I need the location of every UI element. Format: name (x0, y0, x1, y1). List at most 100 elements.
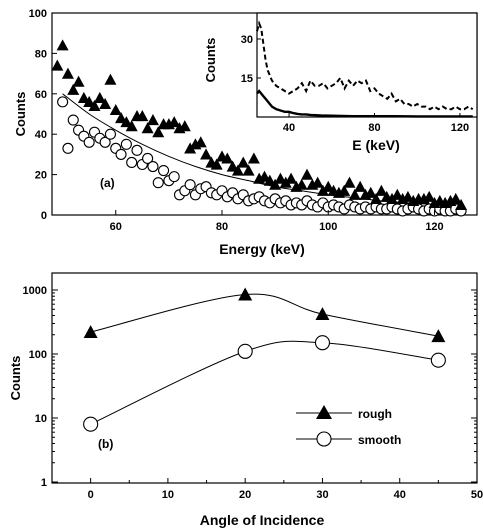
panel-b-xtick-label: 20 (239, 489, 251, 501)
panel-a-triangle-point (242, 164, 255, 176)
inset-axes: 40 80 120 15 30 (241, 34, 469, 134)
panel-a-xtick-label: 120 (425, 221, 443, 233)
panel-a-triangle-point (221, 152, 234, 164)
panel-a-triangle-point (449, 192, 462, 204)
panel-b-ytick-label: 100 (29, 349, 47, 361)
inset-xtick-label: 80 (368, 122, 380, 134)
panel-a-triangle-point (301, 168, 313, 180)
inset-dashed-line (256, 20, 474, 111)
inset-xtick-label: 120 (451, 122, 469, 134)
panel-b-smooth-line (90, 340, 439, 425)
panel-a-triangle-point (210, 158, 223, 170)
panel-a-triangle-point (56, 39, 69, 51)
panel-a-triangle-point (141, 122, 154, 134)
panel-a-xtick-label: 60 (110, 221, 122, 233)
panel-a-triangle-point (99, 97, 112, 109)
panel-b-rough-point (315, 307, 330, 321)
panel-a-circle-point (168, 171, 180, 183)
legend-smooth-label: smooth (358, 433, 401, 447)
panel-a-triangle-point (386, 192, 398, 204)
inset: 40 80 120 15 30 Counts E (keV) (203, 12, 478, 153)
panel-a-series (51, 39, 468, 217)
panel-b-xlabel: Angle of Incidence (200, 512, 325, 528)
panel-a-triangle-point (269, 178, 282, 190)
panel-b-series (83, 287, 446, 432)
panel-a-label: (a) (100, 176, 115, 190)
panel-a-triangle-point (67, 83, 80, 95)
panel-a-circle-point (104, 128, 116, 140)
legend-rough-label: rough (358, 407, 392, 421)
panel-b-axes: 0 10 20 30 40 50 1 10 100 1000 (23, 285, 483, 501)
panel-a-ytick-label: 80 (35, 48, 47, 60)
panel-b-smooth-point (83, 416, 99, 432)
panel-b-label: (b) (98, 437, 113, 451)
panel-a-triangle-point (168, 116, 181, 128)
panel-b-xtick-label: 50 (471, 489, 483, 501)
panel-b-ytick-label: 10 (35, 413, 47, 425)
panel-a-triangle-point (72, 75, 85, 87)
panel-a-circle-point (131, 144, 143, 156)
panel-a-triangle-point (237, 156, 250, 168)
panel-a-circle-point (57, 96, 69, 108)
panel-a-triangle-point (104, 73, 117, 85)
panel-a-triangle-point (51, 59, 64, 71)
inset-solid-line (256, 89, 473, 118)
panel-a-triangle-point (343, 176, 356, 188)
inset-xtick-label: 40 (283, 122, 295, 134)
panel-a-circle-point (83, 136, 95, 148)
panel-b-xtick-label: 40 (394, 489, 406, 501)
panel-a-triangle-point (375, 184, 388, 196)
inset-xlabel: E (keV) (352, 137, 399, 153)
panel-a-ytick-label: 60 (35, 89, 47, 101)
panel-a-circle-point (184, 179, 196, 191)
panel-a-circle-point (142, 152, 154, 164)
panel-a-triangle-point (370, 192, 383, 204)
panel-a-ytick-label: 20 (35, 170, 47, 182)
panel-a-triangle-point (178, 120, 191, 132)
panel-a-triangle-point (348, 188, 361, 200)
inset-ytick-label: 30 (241, 34, 253, 46)
panel-a-triangle-point (316, 184, 329, 196)
legend-smooth-marker (316, 431, 332, 447)
panel-a-ytick-label: 40 (35, 129, 47, 141)
panel-a-ytick-label: 0 (41, 210, 47, 222)
panel-a-triangle-point (61, 67, 74, 79)
panel-b-xtick-label: 30 (316, 489, 328, 501)
panel-a-triangle-point (455, 198, 468, 210)
panel-b-smooth-point (237, 343, 253, 359)
panel-a-triangle-point (295, 178, 308, 190)
panel-b-rough-point (431, 329, 446, 343)
panel-a-xtick-label: 80 (216, 221, 228, 233)
panel-a-circle-point (158, 165, 170, 177)
panel-a-circle-point (67, 114, 79, 126)
panel-b-frame (51, 272, 478, 484)
panel-b-ytick-label: 1 (41, 477, 47, 489)
panel-a-axes: 60 80 100 120 0 20 40 60 80 100 (29, 8, 444, 233)
panel-a-triangle-point (125, 120, 138, 132)
panel-a-circle-point (152, 177, 164, 189)
inset-ytick-label: 15 (241, 73, 253, 85)
panel-a-xtick-label: 100 (319, 221, 337, 233)
panel-a-circle-point (99, 136, 111, 148)
panel-b-ylabel: Counts (8, 356, 23, 401)
panel-a-triangle-point (364, 186, 377, 198)
panel-a-triangle-point (311, 176, 324, 188)
panel-a-triangle-point (354, 180, 367, 192)
panel-b-rough-line (90, 293, 439, 337)
legend: rough smooth (296, 405, 401, 447)
panel-a-circle-point (120, 138, 132, 150)
panel-a-circle-point (115, 148, 127, 160)
panel-b: 0 10 20 30 40 50 1 10 100 1000 (b) Angle of Incid… (8, 272, 483, 528)
panel-a-ytick-label: 100 (29, 8, 47, 20)
panel-a-triangle-point (152, 126, 165, 138)
panel-b-ytick-label: 1000 (23, 285, 47, 297)
panel-a-triangle-point (285, 172, 298, 184)
panel-a-circle-point (147, 160, 159, 173)
inset-series (256, 20, 474, 118)
panel-a-triangle-point (194, 136, 207, 148)
panel-a-triangle-point (88, 99, 101, 112)
panel-a-triangle-point (93, 91, 106, 103)
panel-b-xtick-label: 0 (88, 489, 94, 501)
inset-frame (256, 12, 478, 118)
